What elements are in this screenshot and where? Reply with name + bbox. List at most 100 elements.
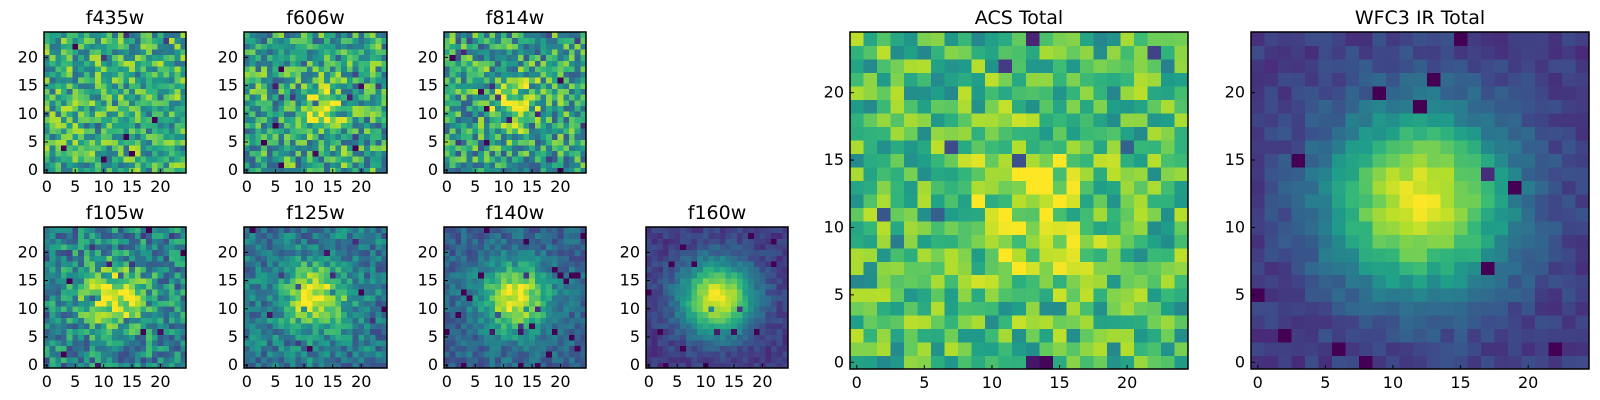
- heatmap-cell: [261, 317, 268, 324]
- heatmap-cell: [375, 161, 382, 168]
- heatmap-cell: [83, 289, 91, 296]
- heatmap-cell: [697, 294, 704, 301]
- heatmap-cell: [500, 238, 508, 245]
- heatmap-cell: [123, 238, 130, 245]
- heatmap-cell: [483, 227, 491, 234]
- heatmap-cell: [55, 283, 62, 290]
- heatmap-cell: [261, 48, 268, 56]
- heatmap-cell: [512, 88, 519, 95]
- heatmap-cell: [472, 227, 479, 234]
- heatmap-cell: [534, 289, 542, 296]
- heatmap-cell: [466, 65, 473, 73]
- heatmap-cell: [66, 105, 73, 112]
- heatmap-cell: [1133, 274, 1149, 289]
- heatmap-cell: [1174, 301, 1189, 316]
- heatmap-cell: [917, 328, 932, 343]
- heatmap-cell: [1160, 301, 1176, 316]
- heatmap-cell: [546, 105, 553, 112]
- heatmap-cell: [249, 328, 257, 335]
- heatmap-cell: [134, 94, 142, 101]
- heatmap-cell: [770, 238, 778, 245]
- heatmap-cell: [244, 300, 251, 307]
- heatmap-cell: [574, 122, 581, 129]
- heatmap-cell: [563, 243, 570, 251]
- heatmap-cell: [551, 289, 559, 296]
- heatmap-cell: [534, 116, 542, 123]
- heatmap-cell: [719, 351, 727, 358]
- heatmap-cell: [61, 255, 68, 262]
- heatmap-cell: [312, 32, 319, 39]
- heatmap-cell: [517, 144, 525, 152]
- heatmap-cell: [495, 167, 502, 174]
- heatmap-cell: [272, 249, 279, 256]
- heatmap-cell: [529, 243, 536, 251]
- heatmap-cell: [557, 133, 564, 140]
- heatmap-cell: [335, 249, 342, 256]
- heatmap-cell: [1120, 207, 1135, 222]
- heatmap-cell: [574, 232, 581, 239]
- heatmap-cell: [278, 37, 285, 44]
- heatmap-cell: [478, 266, 485, 273]
- heatmap-cell: [89, 351, 96, 358]
- heatmap-cell: [580, 356, 587, 363]
- heatmap-cell: [517, 300, 525, 307]
- heatmap-cell: [129, 60, 136, 67]
- heatmap-cell: [540, 133, 547, 140]
- heatmap-cell: [352, 43, 359, 50]
- heatmap-cell: [517, 133, 525, 140]
- heatmap-cell: [551, 351, 559, 358]
- heatmap-cell: [151, 127, 159, 135]
- heatmap-cell: [146, 272, 153, 279]
- heatmap-cell: [358, 156, 365, 163]
- heatmap-cell: [151, 311, 159, 318]
- heatmap-cell: [546, 37, 553, 44]
- heatmap-cell: [278, 277, 285, 284]
- heatmap-cell: [765, 283, 772, 290]
- heatmap-cell: [140, 334, 147, 341]
- heatmap-cell: [500, 110, 508, 118]
- heatmap-cell: [157, 156, 164, 163]
- heatmap-cell: [580, 48, 587, 56]
- heatmap-cell: [180, 99, 187, 106]
- heatmap-cell: [449, 156, 456, 163]
- heatmap-cell: [770, 317, 778, 324]
- heatmap-cell: [174, 99, 181, 106]
- heatmap-cell: [112, 334, 119, 341]
- heatmap-cell: [249, 294, 257, 301]
- heatmap-cell: [725, 289, 732, 296]
- heatmap-cell: [483, 77, 491, 84]
- heatmap-cell: [506, 54, 513, 61]
- heatmap-cell: [89, 156, 96, 163]
- heatmap-cell: [461, 99, 468, 106]
- heatmap-cell: [668, 300, 675, 307]
- heatmap-cell: [318, 139, 325, 146]
- heatmap-cell: [1039, 207, 1054, 222]
- heatmap-cell: [782, 289, 789, 296]
- heatmap-cell: [168, 82, 176, 89]
- heatmap-cell: [44, 289, 51, 296]
- heatmap-cell: [580, 289, 587, 296]
- heatmap-cell: [850, 261, 865, 276]
- heatmap-cell: [157, 99, 164, 106]
- heatmap-cell: [381, 133, 388, 140]
- heatmap-cell: [329, 289, 337, 296]
- heatmap-cell: [312, 351, 319, 358]
- heatmap-cell: [455, 362, 462, 369]
- heatmap-cell: [663, 266, 670, 273]
- heatmap-cell: [546, 339, 553, 347]
- heatmap-cell: [472, 328, 479, 335]
- heatmap-cell: [266, 311, 274, 318]
- heatmap-cell: [546, 272, 553, 279]
- heatmap-cell: [495, 94, 502, 101]
- heatmap-cell: [748, 238, 755, 245]
- heatmap-cell: [100, 156, 108, 163]
- heatmap-cell: [449, 227, 456, 234]
- heatmap-cell: [180, 272, 187, 279]
- heatmap-cell: [517, 294, 525, 301]
- heatmap-cell: [318, 339, 325, 347]
- heatmap-cell: [765, 249, 772, 256]
- heatmap-cell: [1093, 139, 1108, 154]
- heatmap-cell: [95, 167, 102, 174]
- heatmap-cell: [78, 48, 85, 56]
- heatmap-cell: [877, 315, 892, 330]
